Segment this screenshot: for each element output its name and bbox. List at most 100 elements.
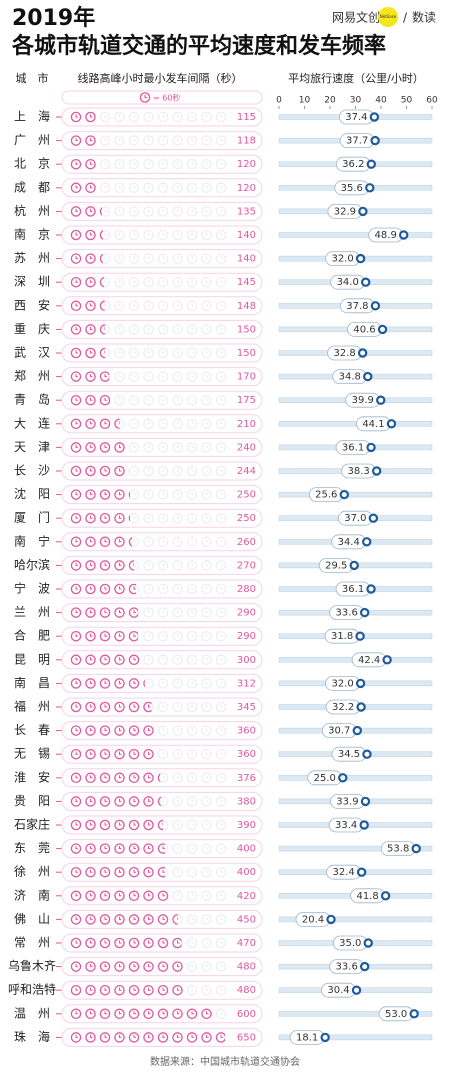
clock-face: [201, 347, 212, 359]
clock-face: [114, 465, 125, 477]
clock-face: [143, 300, 154, 312]
interval-value: 280: [237, 584, 256, 595]
ghost-clock: [128, 229, 140, 241]
clock-face: [70, 937, 82, 949]
clock-hands: [75, 161, 78, 165]
speed-track: [278, 1034, 433, 1041]
clock-face: [215, 158, 227, 170]
clock-face: [114, 630, 125, 642]
interval-value: 480: [237, 962, 256, 973]
clock-face: [186, 536, 198, 548]
city-label: 淮 安: [14, 769, 50, 784]
clock-hands: [162, 610, 165, 614]
clock-face: [85, 182, 96, 194]
clock-hands: [162, 1011, 165, 1015]
ghost-clock: [186, 961, 198, 972]
row-pill: [61, 154, 263, 174]
x-tick-label: 40: [375, 96, 387, 106]
clock-hands: [191, 704, 194, 708]
clock-face: [114, 961, 125, 972]
clock-hands: [220, 633, 223, 637]
clock-face: [186, 961, 198, 972]
ghost-clock: [186, 654, 198, 666]
clock-hands: [206, 987, 209, 991]
clock-face: [128, 796, 140, 807]
row-pill: [61, 131, 263, 151]
ghost-clock: [172, 371, 183, 382]
clock-face: [201, 607, 212, 618]
clock-hands: [75, 515, 78, 519]
ghost-clock: [215, 843, 227, 854]
clock-hands: [220, 444, 223, 448]
speed-dot: [359, 820, 369, 830]
legend-label: = 60秒: [153, 93, 180, 103]
ghost-clock: [157, 607, 169, 618]
clock-face: [114, 111, 125, 123]
clock-face: [172, 961, 183, 972]
interval-icons: [70, 394, 110, 406]
clock-face: [70, 819, 82, 831]
clock-face: [85, 819, 96, 831]
clock-face: [99, 182, 111, 194]
speed-dot: [339, 489, 349, 500]
ghost-clock: [172, 442, 183, 453]
clock-hands: [220, 114, 223, 118]
city-label: 西 安: [14, 297, 50, 312]
clock-face: [215, 394, 227, 406]
row-pill: [61, 862, 263, 882]
partial-clock: [128, 630, 138, 642]
clock-hands: [75, 704, 78, 708]
speed-dot: [362, 749, 372, 759]
clock-hands: [90, 728, 93, 732]
clock-hands: [133, 728, 136, 732]
clock-hands: [75, 916, 78, 920]
city-label: 珠 海: [14, 1029, 50, 1044]
clock-face: [143, 442, 154, 453]
clock-face: [70, 465, 82, 477]
clock-face: [85, 607, 96, 618]
clock-face: [128, 819, 140, 831]
clock-face: [172, 1008, 183, 1020]
clock-hands: [133, 303, 136, 307]
ghost-clock: [172, 135, 183, 146]
clock-hands: [191, 657, 194, 661]
clock-face: [201, 276, 212, 288]
row-pill: [61, 579, 263, 599]
interval-icons: [70, 182, 96, 194]
clock-hands: [104, 940, 107, 944]
clock-hands: [191, 185, 194, 189]
clock-hands: [162, 444, 165, 448]
ghost-clock: [201, 347, 212, 359]
clock-face: [172, 158, 183, 170]
clock-hands: [90, 444, 93, 448]
clock-face: [186, 371, 198, 382]
ghost-clock: [215, 512, 227, 524]
clock-hands: [75, 822, 78, 826]
clock-face: [85, 253, 96, 264]
clock-hands: [148, 161, 151, 165]
interval-icons: [70, 418, 120, 430]
clock-hands: [148, 869, 151, 873]
ghost-clock: [201, 819, 212, 831]
clock-hands: [119, 657, 122, 661]
clock-hands: [148, 916, 151, 920]
row-pill: [61, 178, 263, 198]
clock-face: [201, 843, 212, 854]
speed-label: 48.9: [375, 230, 397, 241]
clock-face: [114, 701, 125, 713]
clock-hands: [220, 468, 223, 472]
clock-hands: [162, 515, 165, 519]
interval-value: 360: [237, 749, 256, 760]
clock-face: [143, 394, 154, 406]
clock-hands: [177, 680, 180, 684]
clock-face: [157, 347, 169, 359]
legend-icon: [139, 92, 151, 103]
clock-hands: [104, 846, 107, 850]
ghost-clock: [172, 607, 183, 618]
clock-face: [85, 229, 96, 241]
clock-face: [143, 796, 154, 807]
clock-face: [114, 583, 125, 595]
clock-hands: [75, 633, 78, 637]
clock-face: [128, 347, 140, 359]
clock-hands: [162, 185, 165, 189]
